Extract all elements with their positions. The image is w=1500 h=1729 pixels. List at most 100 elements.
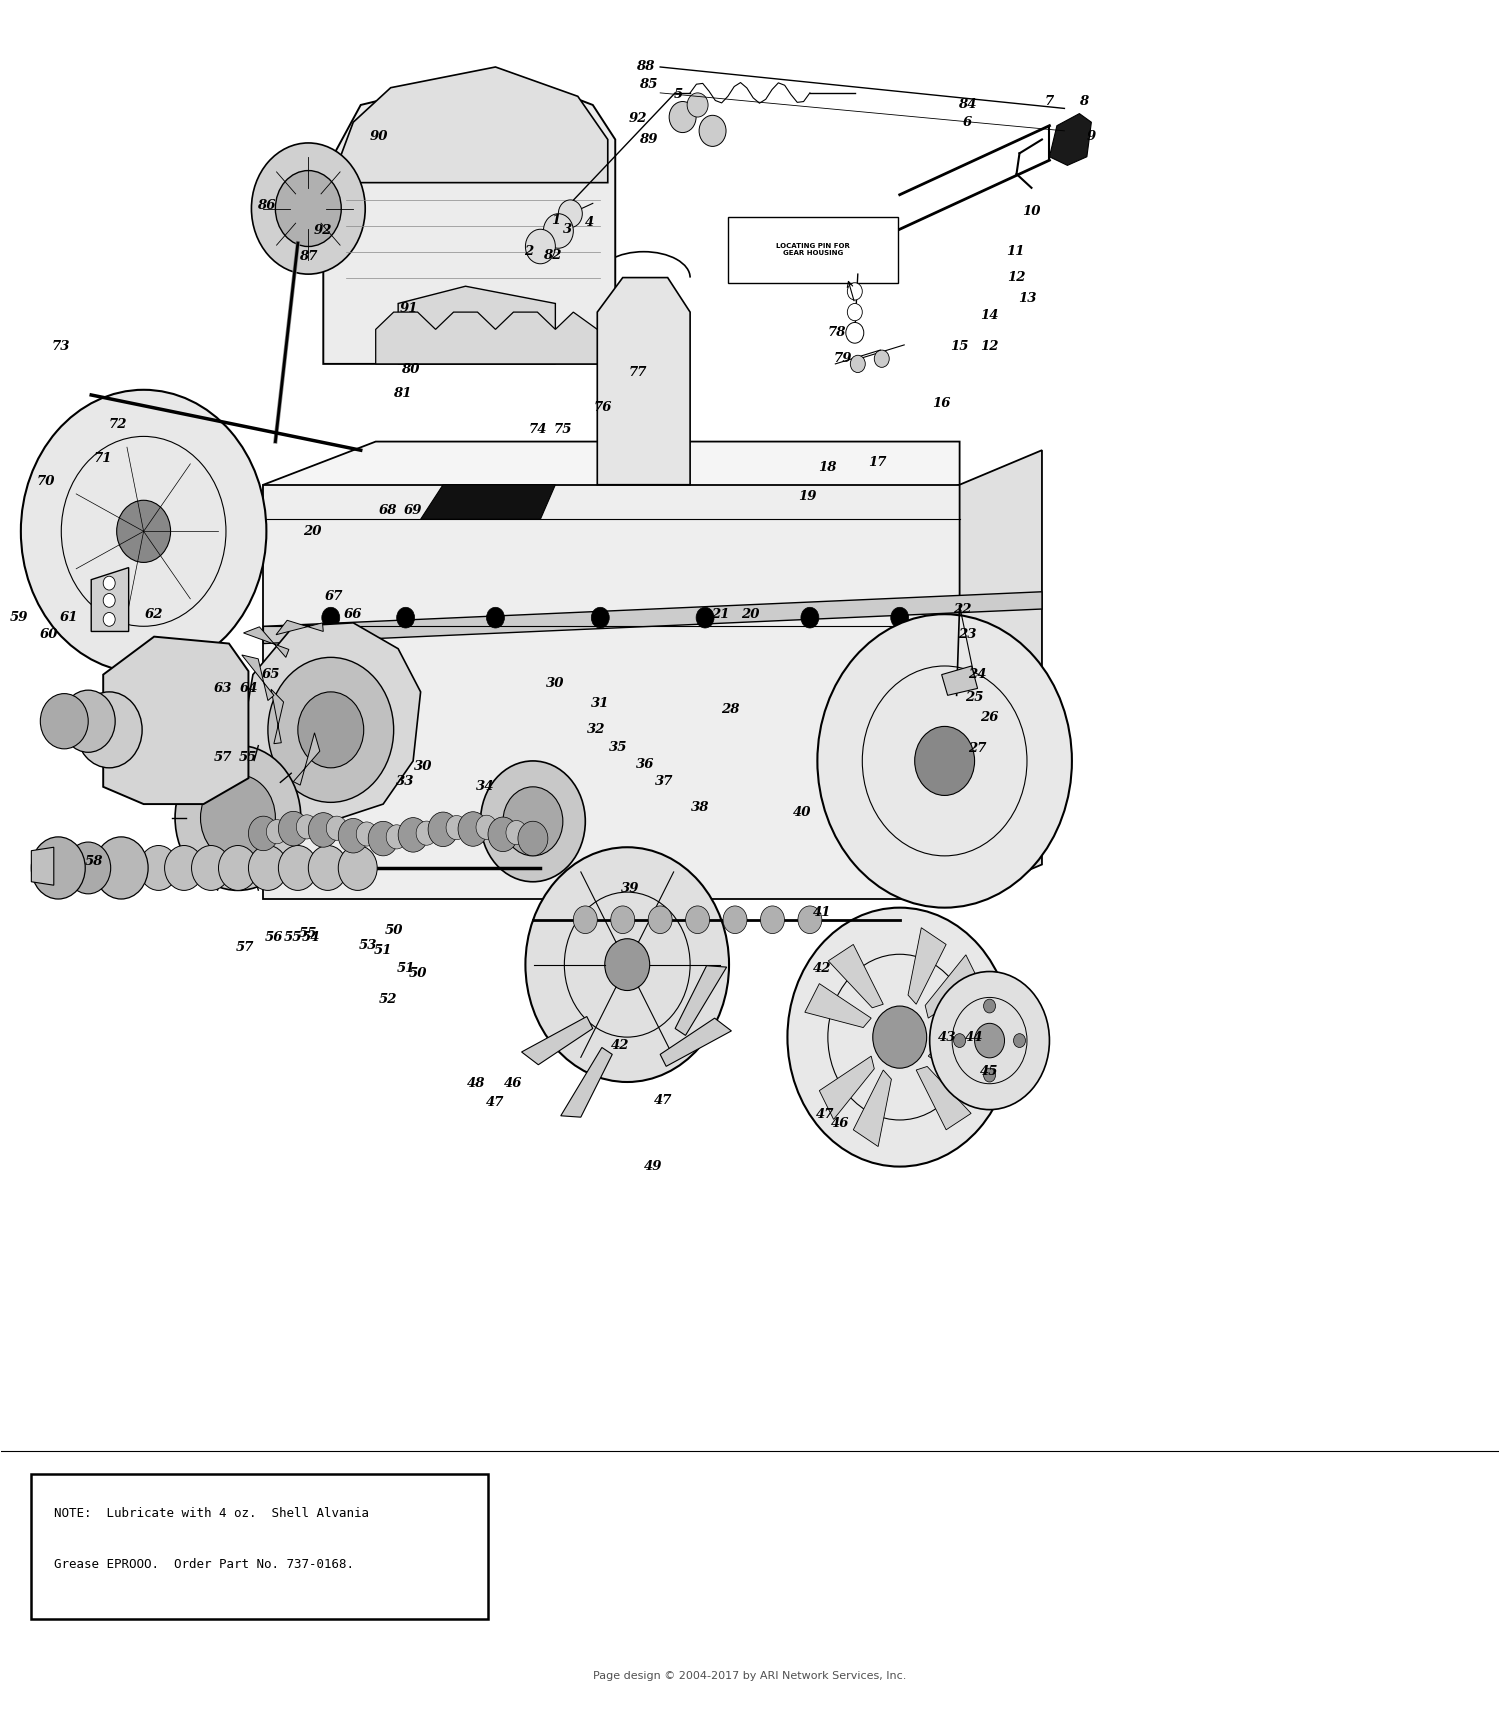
Circle shape — [117, 500, 171, 562]
FancyBboxPatch shape — [728, 218, 898, 284]
Text: 39: 39 — [621, 882, 639, 896]
Text: 47: 47 — [816, 1108, 834, 1122]
Text: 82: 82 — [543, 249, 561, 261]
Text: Page design © 2004-2017 by ARI Network Services, Inc.: Page design © 2004-2017 by ARI Network S… — [594, 1670, 906, 1681]
Circle shape — [279, 845, 318, 890]
Text: 49: 49 — [644, 1160, 662, 1172]
Polygon shape — [272, 690, 284, 743]
Text: 51: 51 — [374, 944, 393, 958]
Circle shape — [446, 816, 466, 840]
Polygon shape — [522, 1017, 592, 1065]
Circle shape — [279, 811, 309, 845]
Text: 84: 84 — [958, 99, 976, 111]
Polygon shape — [819, 1056, 874, 1119]
Text: 16: 16 — [933, 398, 951, 410]
Circle shape — [558, 201, 582, 228]
Text: 20: 20 — [303, 526, 322, 538]
Text: 91: 91 — [399, 303, 418, 315]
Text: 57: 57 — [236, 941, 255, 954]
Text: 74: 74 — [528, 424, 546, 436]
Circle shape — [648, 906, 672, 934]
Text: 66: 66 — [344, 607, 363, 621]
Text: 90: 90 — [369, 130, 388, 142]
Circle shape — [386, 825, 406, 849]
Circle shape — [368, 821, 398, 856]
Text: LOCATING PIN FOR
GEAR HOUSING: LOCATING PIN FOR GEAR HOUSING — [776, 244, 850, 256]
Text: 72: 72 — [110, 418, 128, 431]
Circle shape — [396, 607, 414, 628]
Circle shape — [276, 171, 342, 247]
Text: 42: 42 — [813, 961, 831, 975]
Text: 73: 73 — [53, 341, 70, 353]
Circle shape — [192, 845, 231, 890]
Circle shape — [874, 349, 890, 367]
Text: 21: 21 — [711, 607, 729, 621]
Text: 75: 75 — [554, 424, 572, 436]
Text: 9: 9 — [1086, 130, 1096, 142]
Circle shape — [723, 906, 747, 934]
Text: 1: 1 — [550, 214, 560, 226]
Polygon shape — [675, 967, 726, 1036]
Polygon shape — [908, 928, 946, 1005]
Text: Grease EPROOO.  Order Part No. 737-0168.: Grease EPROOO. Order Part No. 737-0168. — [54, 1558, 354, 1572]
Circle shape — [525, 847, 729, 1082]
Text: 17: 17 — [868, 456, 886, 469]
Text: 15: 15 — [951, 341, 969, 353]
Text: 44: 44 — [966, 1030, 984, 1044]
Text: 88: 88 — [636, 61, 654, 74]
Polygon shape — [242, 622, 420, 821]
Circle shape — [604, 939, 650, 991]
Circle shape — [298, 692, 363, 768]
Polygon shape — [242, 655, 274, 700]
Polygon shape — [928, 1046, 994, 1091]
Polygon shape — [264, 484, 960, 899]
Circle shape — [760, 906, 784, 934]
Circle shape — [798, 906, 822, 934]
Polygon shape — [375, 313, 615, 363]
Text: 10: 10 — [1022, 206, 1041, 218]
Text: 89: 89 — [639, 133, 657, 145]
Text: 92: 92 — [314, 225, 333, 237]
Text: 32: 32 — [586, 723, 604, 737]
Circle shape — [669, 102, 696, 133]
Polygon shape — [853, 1070, 891, 1146]
Circle shape — [610, 906, 634, 934]
Text: 11: 11 — [1007, 246, 1025, 258]
Circle shape — [104, 612, 116, 626]
Polygon shape — [294, 733, 320, 785]
Circle shape — [427, 813, 458, 847]
Circle shape — [573, 906, 597, 934]
Text: 24: 24 — [969, 667, 987, 681]
Text: 3: 3 — [562, 223, 572, 235]
Text: 47: 47 — [654, 1094, 672, 1108]
Circle shape — [339, 845, 376, 890]
Text: 79: 79 — [834, 353, 852, 365]
Circle shape — [398, 818, 427, 852]
FancyBboxPatch shape — [32, 1473, 488, 1618]
Polygon shape — [942, 666, 978, 695]
Circle shape — [322, 607, 340, 628]
Text: 55: 55 — [284, 930, 303, 944]
Polygon shape — [264, 441, 960, 519]
Circle shape — [1014, 1034, 1026, 1048]
Circle shape — [309, 813, 339, 847]
Text: 87: 87 — [298, 251, 318, 263]
Circle shape — [21, 389, 267, 673]
Circle shape — [525, 230, 555, 265]
Text: 62: 62 — [146, 607, 164, 621]
Circle shape — [847, 304, 862, 322]
Circle shape — [873, 1006, 927, 1069]
Polygon shape — [828, 944, 884, 1008]
Circle shape — [356, 821, 376, 845]
Polygon shape — [276, 621, 324, 635]
Circle shape — [219, 845, 258, 890]
Circle shape — [66, 842, 111, 894]
Polygon shape — [660, 1018, 732, 1067]
Text: 60: 60 — [40, 628, 58, 641]
Text: 45: 45 — [981, 1065, 999, 1079]
Circle shape — [518, 821, 548, 856]
Text: 12: 12 — [981, 341, 999, 353]
Text: 53: 53 — [358, 939, 378, 953]
Polygon shape — [324, 71, 615, 363]
Text: 18: 18 — [819, 462, 837, 474]
